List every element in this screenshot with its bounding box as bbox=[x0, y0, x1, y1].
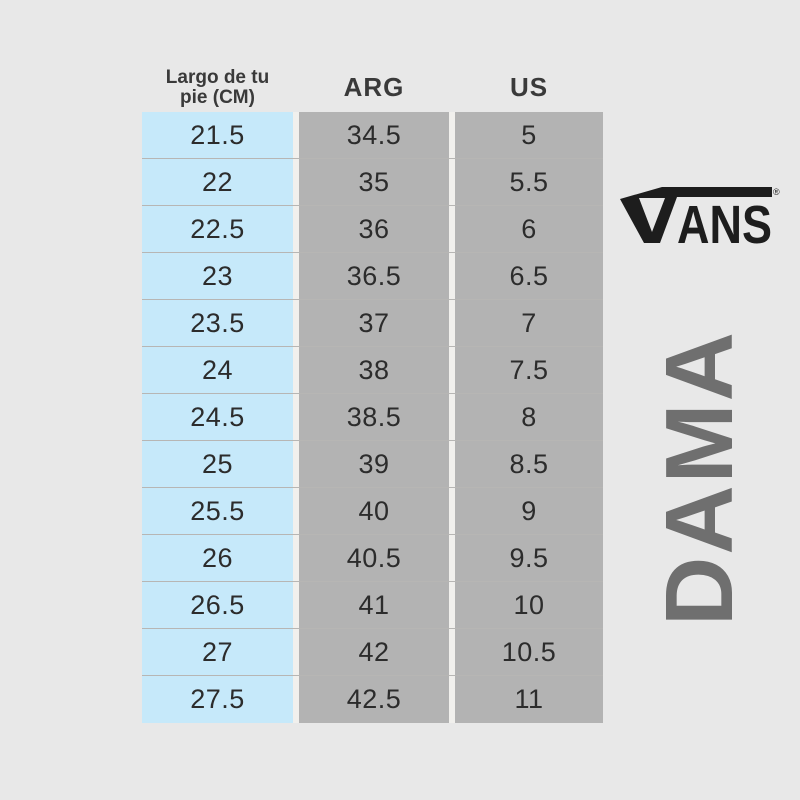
table-row: 23.5 37 7 bbox=[142, 300, 603, 347]
cm-cell: 21.5 bbox=[142, 112, 293, 158]
cm-cell: 24.5 bbox=[142, 394, 293, 440]
us-cell: 5 bbox=[455, 112, 603, 158]
us-cell: 11 bbox=[455, 676, 603, 723]
vans-logo-letters: ANS bbox=[677, 195, 772, 248]
cm-cell: 24 bbox=[142, 347, 293, 393]
arg-cell: 40.5 bbox=[299, 535, 449, 581]
table-row: 25 39 8.5 bbox=[142, 441, 603, 488]
size-conversion-table: Largo de tu pie (CM) ARG US 21.5 34.5 5 … bbox=[142, 62, 603, 723]
column-header-foot-length: Largo de tu pie (CM) bbox=[142, 68, 293, 112]
table-row: 26 40.5 9.5 bbox=[142, 535, 603, 582]
arg-cell: 36 bbox=[299, 206, 449, 252]
table-row: 24 38 7.5 bbox=[142, 347, 603, 394]
arg-cell: 38 bbox=[299, 347, 449, 393]
table-row: 21.5 34.5 5 bbox=[142, 112, 603, 159]
us-cell: 9.5 bbox=[455, 535, 603, 581]
arg-cell: 39 bbox=[299, 441, 449, 487]
us-cell: 10 bbox=[455, 582, 603, 628]
cm-cell: 22 bbox=[142, 159, 293, 205]
table-row: 24.5 38.5 8 bbox=[142, 394, 603, 441]
table-header: Largo de tu pie (CM) ARG US bbox=[142, 62, 603, 112]
us-cell: 8 bbox=[455, 394, 603, 440]
arg-cell: 35 bbox=[299, 159, 449, 205]
registered-trademark-icon: ® bbox=[773, 187, 780, 197]
cm-cell: 26 bbox=[142, 535, 293, 581]
cm-cell: 26.5 bbox=[142, 582, 293, 628]
us-cell: 7.5 bbox=[455, 347, 603, 393]
table-row: 26.5 41 10 bbox=[142, 582, 603, 629]
vans-v-and-bar-shape bbox=[620, 187, 772, 243]
arg-cell: 34.5 bbox=[299, 112, 449, 158]
us-cell: 8.5 bbox=[455, 441, 603, 487]
category-label-dama: DAMA bbox=[646, 330, 753, 626]
cm-cell: 23 bbox=[142, 253, 293, 299]
cm-cell: 25 bbox=[142, 441, 293, 487]
table-row: 27.5 42.5 11 bbox=[142, 676, 603, 723]
cm-cell: 23.5 bbox=[142, 300, 293, 346]
us-cell: 6.5 bbox=[455, 253, 603, 299]
table-row: 22 35 5.5 bbox=[142, 159, 603, 206]
table-row: 25.5 40 9 bbox=[142, 488, 603, 535]
us-cell: 6 bbox=[455, 206, 603, 252]
foot-length-label-line2: pie (CM) bbox=[180, 87, 255, 108]
table-row: 27 42 10.5 bbox=[142, 629, 603, 676]
foot-length-label-line1: Largo de tu bbox=[165, 67, 270, 88]
arg-cell: 36.5 bbox=[299, 253, 449, 299]
column-header-arg: ARG bbox=[343, 72, 405, 102]
us-cell: 5.5 bbox=[455, 159, 603, 205]
arg-cell: 41 bbox=[299, 582, 449, 628]
cm-cell: 25.5 bbox=[142, 488, 293, 534]
arg-cell: 42.5 bbox=[299, 676, 449, 723]
column-header-us: US bbox=[509, 72, 549, 102]
us-cell: 7 bbox=[455, 300, 603, 346]
us-cell: 10.5 bbox=[455, 629, 603, 675]
table-row: 23 36.5 6.5 bbox=[142, 253, 603, 300]
arg-cell: 40 bbox=[299, 488, 449, 534]
cm-cell: 27.5 bbox=[142, 676, 293, 723]
table-row: 22.5 36 6 bbox=[142, 206, 603, 253]
vans-logo: ANS ® bbox=[620, 187, 780, 248]
us-cell: 9 bbox=[455, 488, 603, 534]
table-body: 21.5 34.5 5 22 35 5.5 22.5 36 6 23 36.5 … bbox=[142, 112, 603, 723]
cm-cell: 27 bbox=[142, 629, 293, 675]
arg-cell: 42 bbox=[299, 629, 449, 675]
arg-cell: 37 bbox=[299, 300, 449, 346]
cm-cell: 22.5 bbox=[142, 206, 293, 252]
arg-cell: 38.5 bbox=[299, 394, 449, 440]
